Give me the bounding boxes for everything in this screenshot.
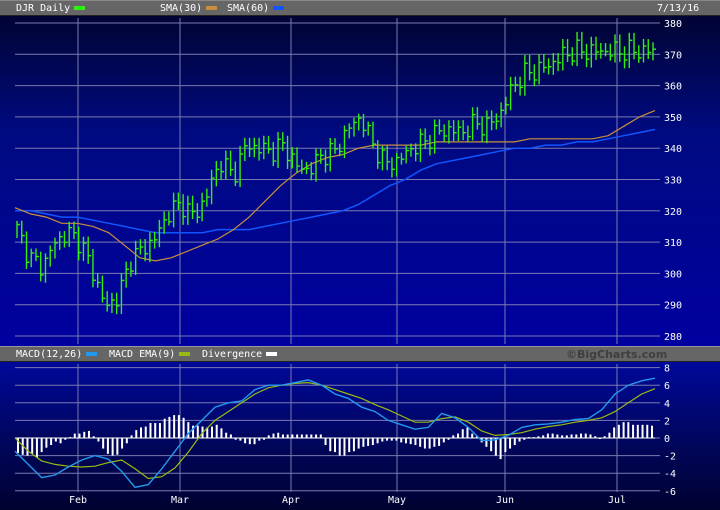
- svg-text:380: 380: [664, 19, 682, 30]
- chart-date: 7/13/16: [657, 3, 700, 14]
- macd-legend: MACD(12,26) MACD EMA(9) Divergence ©BigC…: [0, 346, 720, 362]
- svg-text:0: 0: [664, 434, 670, 445]
- svg-text:300: 300: [664, 269, 682, 280]
- svg-text:6: 6: [664, 381, 670, 392]
- sma60-line: [15, 128, 656, 234]
- ema-swatch: [179, 352, 191, 356]
- svg-text:Mar: Mar: [171, 495, 189, 506]
- svg-text:Apr: Apr: [282, 495, 300, 506]
- sma60-swatch: [273, 6, 285, 10]
- svg-text:Jun: Jun: [496, 495, 514, 506]
- legend-item-sma30: SMA(30): [160, 3, 218, 14]
- macd-chart: -6 -4 -2 0 2 4 6 8 Feb Mar Apr May Jun Jul: [0, 362, 720, 510]
- sma30-swatch: [206, 6, 218, 10]
- svg-text:320: 320: [664, 207, 682, 218]
- svg-text:350: 350: [664, 113, 682, 124]
- sma60-label: SMA(60): [227, 3, 270, 14]
- svg-text:May: May: [388, 495, 406, 506]
- svg-text:290: 290: [664, 301, 682, 312]
- sma30-label: SMA(30): [160, 3, 203, 14]
- legend-item-ticker: DJR Daily: [16, 3, 86, 14]
- legend-item-sma60: SMA(60): [227, 3, 285, 14]
- macd-swatch: [86, 352, 98, 356]
- legend-item-ema: MACD EMA(9): [109, 349, 191, 360]
- bigcharts-brand: ©BigCharts.com: [566, 348, 668, 361]
- svg-text:310: 310: [664, 238, 682, 249]
- price-ohlc-bars: [16, 31, 656, 315]
- svg-text:370: 370: [664, 50, 682, 61]
- month-x-axis: Feb Mar Apr May Jun Jul: [69, 495, 626, 506]
- svg-text:8: 8: [664, 364, 670, 375]
- divergence-label: Divergence: [202, 349, 263, 360]
- ema-label: MACD EMA(9): [109, 349, 176, 360]
- svg-text:-2: -2: [664, 452, 676, 463]
- price-chart-legend: DJR Daily SMA(30) SMA(60) 7/13/16: [0, 0, 720, 16]
- svg-text:2: 2: [664, 416, 670, 427]
- macd-label: MACD(12,26): [16, 349, 83, 360]
- macd-line: [14, 377, 656, 489]
- svg-text:Jul: Jul: [608, 495, 626, 506]
- macd-ema-line: [14, 381, 656, 480]
- svg-text:340: 340: [664, 144, 682, 155]
- price-chart: 280 290 300 310 320 330 340 350 360 370 380: [0, 16, 720, 346]
- legend-item-macd: MACD(12,26): [16, 349, 98, 360]
- svg-text:330: 330: [664, 176, 682, 187]
- svg-text:4: 4: [664, 399, 670, 410]
- svg-text:-6: -6: [664, 487, 676, 498]
- sma30-line: [14, 110, 656, 262]
- svg-text:Feb: Feb: [69, 495, 87, 506]
- price-y-axis: 280 290 300 310 320 330 340 350 360 370 380: [655, 19, 682, 343]
- macd-plot-background: [0, 362, 720, 510]
- price-plot-background: [0, 16, 720, 346]
- svg-text:-4: -4: [664, 469, 676, 480]
- ticker-label: DJR Daily: [16, 3, 71, 14]
- divergence-swatch: [266, 352, 278, 356]
- svg-text:280: 280: [664, 332, 682, 343]
- macd-y-axis: -6 -4 -2 0 2 4 6 8: [655, 364, 676, 498]
- svg-text:360: 360: [664, 82, 682, 93]
- ticker-swatch: [74, 6, 86, 10]
- macd-grid: [15, 364, 655, 492]
- legend-item-divergence: Divergence: [202, 349, 278, 360]
